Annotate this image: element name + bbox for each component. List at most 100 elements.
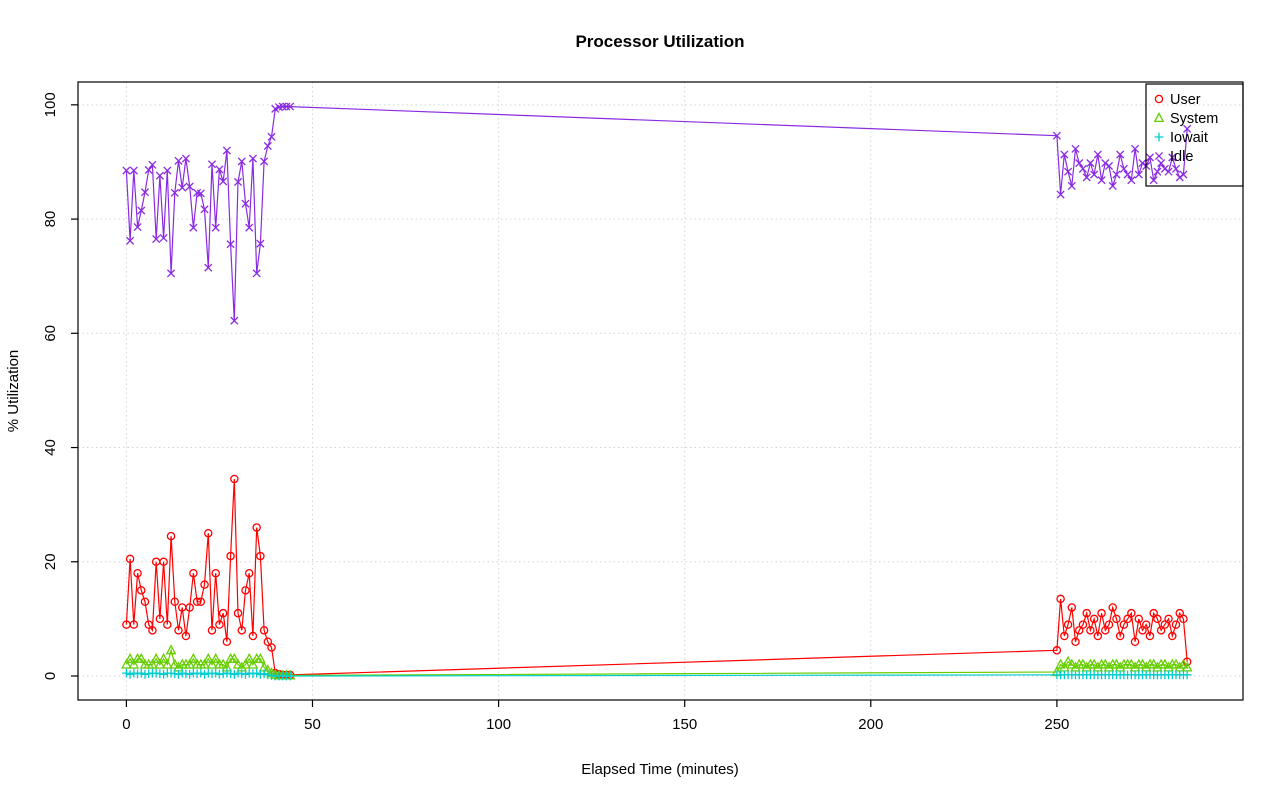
y-tick-label: 0 bbox=[42, 672, 59, 680]
legend-layer: User System Iowait Idle bbox=[1145, 83, 1244, 187]
series-iowait bbox=[121, 668, 1192, 681]
marker-plus bbox=[159, 669, 169, 679]
marker-circle bbox=[1182, 657, 1192, 666]
marker-plus bbox=[136, 668, 146, 678]
marker-x bbox=[200, 205, 209, 214]
legend-box bbox=[1145, 83, 1244, 187]
marker-x bbox=[1116, 150, 1125, 159]
marker-x bbox=[278, 102, 287, 111]
marker-circle bbox=[1056, 594, 1065, 604]
marker-x bbox=[1154, 151, 1164, 161]
marker-circle bbox=[267, 643, 276, 652]
marker-triangle bbox=[229, 652, 240, 663]
marker-plus bbox=[1182, 670, 1192, 680]
marker-triangle bbox=[206, 658, 218, 669]
marker-plus bbox=[196, 668, 206, 678]
marker-triangle bbox=[188, 652, 199, 663]
marker-x bbox=[129, 166, 138, 175]
marker-x bbox=[140, 188, 150, 197]
marker-x bbox=[241, 199, 250, 208]
marker-triangle bbox=[184, 658, 195, 669]
marker-circle bbox=[1160, 620, 1170, 629]
marker-triangle bbox=[124, 652, 136, 663]
y-tick-label: 100 bbox=[42, 92, 59, 117]
marker-plus bbox=[259, 669, 269, 679]
marker-triangle bbox=[247, 658, 259, 669]
marker-x bbox=[286, 102, 295, 111]
marker-x bbox=[1131, 144, 1140, 153]
marker-x bbox=[245, 223, 254, 232]
marker-triangle bbox=[147, 658, 158, 669]
marker-x bbox=[1127, 176, 1136, 185]
marker-x bbox=[1086, 159, 1095, 168]
y-axis-label: % Utilization bbox=[5, 350, 22, 433]
marker-x bbox=[174, 156, 183, 165]
marker-circle bbox=[226, 551, 235, 561]
marker-circle bbox=[1078, 620, 1088, 629]
marker-x bbox=[155, 171, 164, 180]
marker-circle bbox=[137, 586, 146, 595]
marker-x bbox=[263, 141, 272, 151]
marker-x bbox=[204, 263, 213, 272]
marker-triangle bbox=[1062, 655, 1074, 666]
chart-title: Processor Utilization bbox=[575, 32, 744, 51]
marker-x bbox=[215, 165, 224, 174]
marker-triangle bbox=[1159, 658, 1171, 669]
marker-circle bbox=[204, 528, 213, 538]
marker-x bbox=[1149, 176, 1158, 185]
marker-x bbox=[122, 166, 131, 175]
marker-x bbox=[1134, 170, 1143, 179]
marker-triangle bbox=[199, 658, 210, 669]
x-tick-label: 100 bbox=[486, 716, 511, 733]
marker-triangle bbox=[240, 658, 251, 669]
marker-plus bbox=[200, 669, 209, 679]
marker-x bbox=[1060, 150, 1069, 159]
marker-triangle bbox=[1111, 658, 1122, 669]
marker-triangle bbox=[169, 658, 181, 669]
marker-triangle bbox=[150, 652, 162, 663]
marker-circle bbox=[1123, 614, 1132, 624]
marker-circle bbox=[244, 568, 254, 578]
marker-plus bbox=[185, 669, 195, 679]
marker-circle bbox=[200, 580, 209, 589]
marker-x bbox=[233, 177, 243, 187]
x-tick-label: 250 bbox=[1044, 716, 1069, 733]
marker-circle bbox=[181, 631, 191, 641]
marker-x bbox=[219, 177, 228, 186]
y-tick-label: 60 bbox=[42, 325, 59, 342]
marker-x bbox=[1157, 159, 1166, 168]
series-user bbox=[122, 474, 1192, 680]
marker-plus bbox=[241, 669, 250, 679]
marker-circle bbox=[1074, 626, 1084, 635]
marker-circle bbox=[1168, 631, 1177, 641]
marker-circle bbox=[1060, 631, 1069, 641]
marker-plus bbox=[229, 669, 239, 679]
marker-x bbox=[1071, 144, 1080, 153]
marker-circle bbox=[1179, 614, 1188, 624]
marker-x bbox=[1097, 176, 1106, 185]
marker-triangle bbox=[165, 644, 177, 655]
marker-triangle bbox=[1100, 658, 1111, 669]
marker-x bbox=[260, 157, 269, 166]
marker-circle bbox=[174, 626, 183, 635]
marker-circle bbox=[230, 474, 239, 484]
marker-triangle bbox=[1148, 658, 1159, 669]
marker-x bbox=[163, 166, 172, 175]
marker-x bbox=[137, 206, 146, 215]
marker-triangle bbox=[1088, 658, 1100, 669]
marker-circle bbox=[192, 597, 202, 607]
x-axis-label: Elapsed Time (minutes) bbox=[581, 761, 739, 778]
marker-x bbox=[1067, 181, 1076, 191]
marker-triangle bbox=[1055, 658, 1066, 669]
marker-circle bbox=[1127, 608, 1136, 618]
marker-x bbox=[1078, 164, 1088, 173]
marker-x bbox=[159, 233, 168, 242]
marker-circle bbox=[185, 603, 194, 612]
marker-x bbox=[237, 157, 246, 166]
marker-x bbox=[1183, 124, 1192, 133]
marker-x bbox=[1075, 159, 1084, 168]
marker-circle bbox=[1171, 620, 1181, 629]
marker-circle bbox=[1149, 608, 1158, 618]
marker-plus bbox=[121, 668, 131, 678]
marker-circle bbox=[189, 568, 198, 578]
